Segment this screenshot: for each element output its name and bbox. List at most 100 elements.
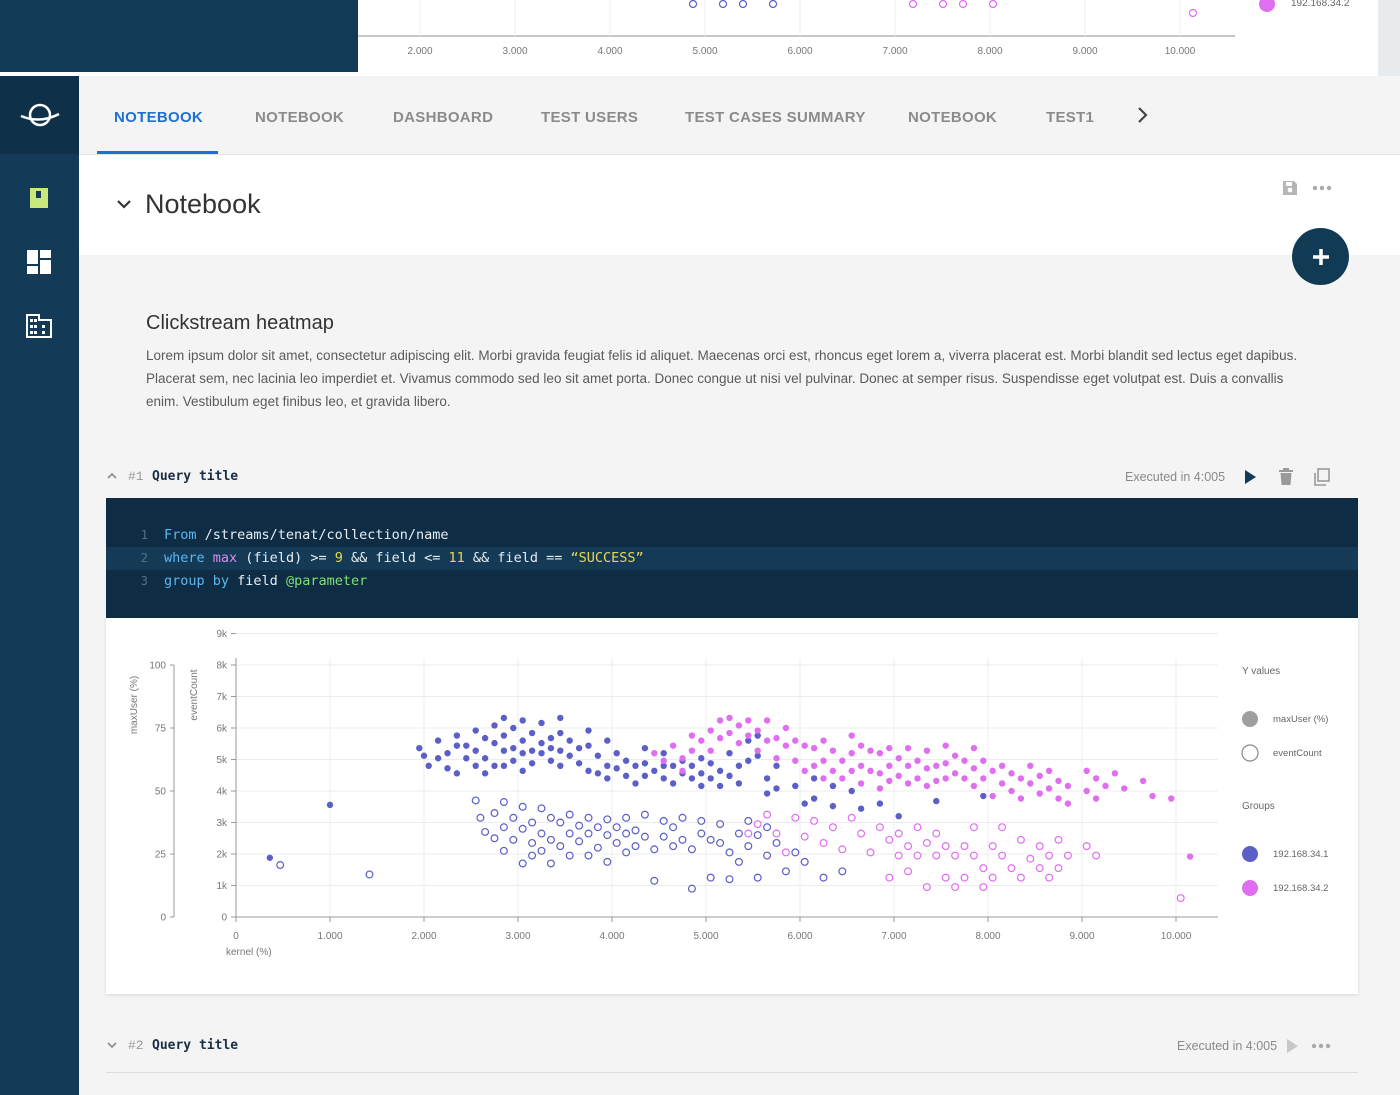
data-point [688,762,696,769]
run-icon[interactable] [1284,1037,1300,1055]
page-title: Notebook [145,189,261,219]
data-point [472,747,479,754]
data-point [622,848,631,857]
data-point [904,762,912,769]
data-point [678,813,687,822]
data-point [923,747,931,754]
trash-icon[interactable] [1278,468,1294,486]
chevron-down-icon[interactable] [105,1038,119,1052]
data-point [791,813,800,822]
query-title[interactable]: Query title [152,1038,239,1053]
chevron-up-icon[interactable] [105,469,119,483]
data-point [528,838,537,847]
data-point [650,845,659,854]
tab-notebook-1[interactable]: NOTEBOOK [114,109,204,126]
data-point [1121,785,1128,792]
data-point [546,813,555,822]
tab-dashboard[interactable]: DASHBOARD [393,109,494,126]
data-point [942,760,949,767]
data-point [726,750,733,757]
data-point [1139,777,1147,785]
data-point [651,750,658,757]
data-point [857,805,865,812]
data-point [1168,795,1175,802]
tab-notebook-2[interactable]: NOTEBOOK [255,109,345,126]
data-point [463,755,470,762]
data-point [659,816,668,825]
data-point [734,829,743,838]
chevron-down-icon[interactable] [115,197,133,211]
data-point [604,775,611,782]
data-point [904,780,912,787]
data-point [792,737,799,744]
data-point [810,795,818,802]
add-cell-button[interactable] [1292,228,1349,285]
data-point [951,883,960,892]
more-options-icon[interactable] [1310,1042,1332,1050]
sidebar-item-dashboard[interactable] [24,247,54,277]
query-number: #2 [128,1038,144,1053]
data-point [726,772,733,780]
logo[interactable] [0,76,79,154]
data-point [518,859,527,868]
data-point [612,823,621,832]
data-point [651,767,658,775]
data-point [819,873,828,882]
data-point [1017,775,1025,782]
data-point [1083,787,1090,795]
data-point [687,884,696,893]
data-point [537,829,546,838]
query-1-header: #1 Query title Executed in 4:005 [105,464,1358,494]
tab-test-cases-summary[interactable]: TEST CASES SUMMARY [685,109,866,126]
tab-notebook-3[interactable]: NOTEBOOK [908,109,998,126]
data-point [745,737,752,744]
data-point [1027,780,1034,787]
data-point [622,772,630,780]
query-number: #1 [128,469,144,484]
legend-title-groups: Groups [1242,801,1275,812]
data-point [425,762,432,769]
data-point [584,851,593,860]
data-point [519,767,526,775]
data-point [416,744,423,752]
data-point [584,829,593,838]
data-point [481,734,489,742]
data-point [640,832,649,841]
data-point [866,848,875,857]
more-options-icon[interactable] [1311,184,1333,192]
tab-test-users[interactable]: TEST USERS [541,109,639,126]
tab-test1[interactable]: TEST1 [1046,109,1095,126]
data-point [660,757,667,764]
code-editor[interactable]: 1 From /streams/tenat/collection/name 2 … [106,498,1358,618]
data-point [612,838,621,847]
save-icon[interactable] [1281,179,1299,197]
dashboard-icon [27,250,51,274]
data-point [688,732,696,739]
data-point [565,810,574,819]
sidebar-item-organization[interactable] [24,311,54,341]
data-point [886,777,893,785]
data-point [420,752,428,759]
data-point [613,750,620,757]
data-point [876,750,884,757]
data-point [1055,777,1062,785]
chevron-right-icon[interactable] [1133,103,1153,127]
data-point [641,772,649,780]
data-point [828,823,837,832]
run-icon[interactable] [1242,468,1258,486]
data-point [1045,785,1053,792]
query-title[interactable]: Query title [152,469,239,484]
line-number: 3 [140,574,148,588]
data-point [1083,767,1090,775]
data-point [594,752,602,759]
sidebar-item-notebook[interactable] [24,183,54,213]
copy-icon[interactable] [1313,468,1331,486]
data-point [1055,795,1062,802]
data-point [1035,864,1044,873]
data-point [716,782,724,790]
y2-tick-label: 7k [216,692,228,703]
y1-tick-label: 100 [149,661,166,672]
data-point [1092,775,1100,782]
legend-item: eventCount [1273,748,1322,759]
bg-x-tick-label: 3.000 [502,46,527,57]
